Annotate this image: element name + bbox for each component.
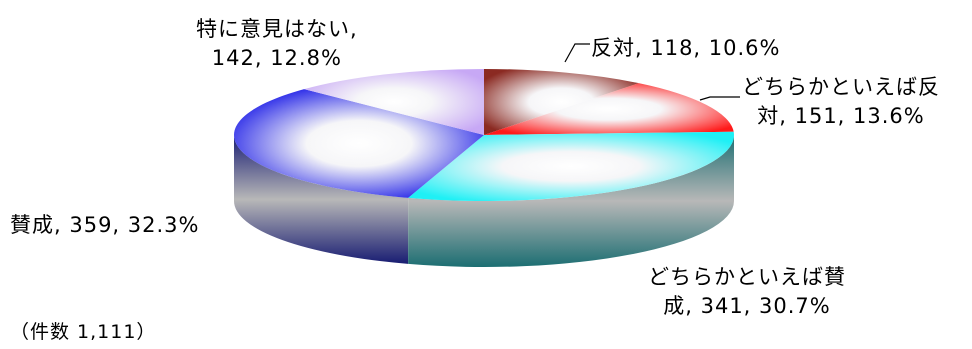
label-hantai: 反対, 118, 10.6%	[591, 34, 781, 63]
label-dochira-hantai: どちらかといえば反 対, 151, 13.6%	[742, 73, 940, 131]
label-dochira-sansei: どちらかといえば賛 成, 341, 30.7%	[648, 263, 846, 321]
label-tokuni: 特に意見はない, 142, 12.8%	[196, 15, 358, 73]
pie-slice-hantai	[484, 69, 639, 135]
label-tokuni-line1: 特に意見はない,	[196, 17, 358, 41]
label-sansei: 賛成, 359, 32.3%	[10, 211, 200, 240]
pie-slice-dochira-sansei	[408, 131, 734, 201]
pie-slice-dochira-hantai	[484, 83, 734, 135]
label-dochira-sansei-line1: どちらかといえば賛	[648, 265, 846, 289]
label-hantai-text: 反対, 118, 10.6%	[591, 36, 781, 60]
label-sansei-text: 賛成, 359, 32.3%	[10, 213, 200, 237]
label-dochira-hantai-line1: どちらかといえば反	[742, 75, 940, 99]
label-tokuni-line2: 142, 12.8%	[211, 46, 342, 70]
count-note: （件数 1,111）	[10, 321, 157, 343]
label-dochira-sansei-line2: 成, 341, 30.7%	[663, 294, 831, 318]
pie-side-dochira-sansei	[408, 135, 734, 268]
leader-line-hantai	[564, 43, 590, 63]
label-dochira-hantai-line2: 対, 151, 13.6%	[757, 104, 925, 128]
pie-slice-sansei	[233, 89, 484, 198]
pie-side-sansei	[234, 135, 409, 264]
leader-line-dochira-hantai	[699, 96, 740, 101]
pie-slice-tokuni	[304, 69, 484, 135]
